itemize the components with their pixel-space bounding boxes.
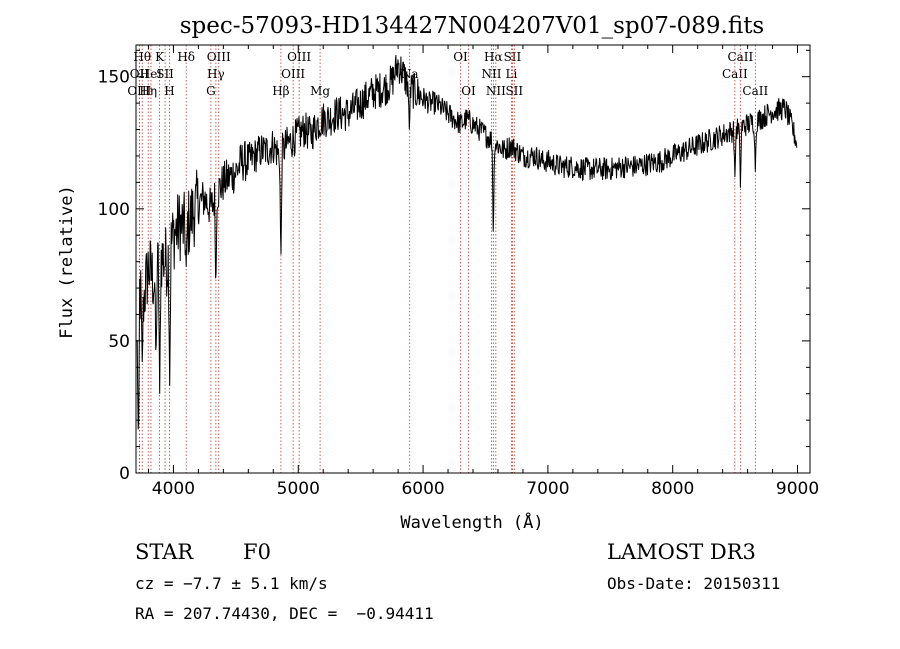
axes: 4000 5000 6000 7000 8000 9000 0 50 100 150 [98,45,819,499]
line-label-12: Hβ [272,84,289,98]
x-tick-label-0: 4000 [152,479,195,499]
line-label-8: Hδ [177,50,195,64]
obs-date-text: Obs-Date: 20150311 [607,574,781,593]
y-tick-label-1: 50 [108,332,130,352]
spectral-line-markers: HθOIIOIIIHηHeIKSIIHHδGHγOIIIHβOIIIOIIIMg… [127,45,768,473]
survey-name: LAMOST DR3 [607,540,756,564]
line-label-25: CaII [722,67,748,81]
line-label-19: NII [481,67,501,81]
line-label-18: OI [461,84,476,98]
x-tick-label-3: 7000 [526,479,569,499]
line-label-13: OIII [281,67,305,81]
x-axis-title: Wavelength (Å) [400,511,543,533]
x-tick-label-4: 8000 [651,479,694,499]
x-tick-label-5: 9000 [776,479,819,499]
line-label-20: Hα [484,50,503,64]
line-label-21: NII [486,84,506,98]
chart-title: spec-57093-HD134427N004207V01_sp07-089.f… [180,13,765,39]
x-tick-label-1: 5000 [277,479,320,499]
line-label-10: Hγ [207,67,225,81]
spectrum-line [136,54,798,430]
y-tick-label-0: 0 [119,464,130,484]
line-label-27: CaII [742,84,768,98]
line-label-26: CaII [727,50,753,64]
line-label-22: Li [506,67,518,81]
object-subclass: F0 [243,540,271,564]
y-axis-title: Flux (relative) [57,185,77,339]
line-label-2: OIII [127,84,151,98]
line-label-3: Hη [139,84,157,98]
y-tick-label-3: 150 [98,68,130,88]
line-label-14: OIII [287,50,311,64]
line-label-23: SII [504,50,522,64]
line-label-5: K [155,50,165,64]
redshift-text: cz = −7.7 ± 5.1 km/s [135,574,328,593]
y-tick-label-2: 100 [98,200,130,220]
line-label-7: H [164,84,174,98]
spectrum-series [136,54,798,430]
line-label-4: HeI [140,67,163,81]
line-label-24: SII [505,84,523,98]
line-label-9: G [206,84,216,98]
line-label-17: OI [453,50,468,64]
plot-frame [135,44,811,474]
line-label-11: OIII [207,50,231,64]
line-label-15: Mg [310,84,330,98]
coordinates-text: RA = 207.74430, DEC = −0.94411 [135,604,434,623]
line-label-6: SII [156,67,174,81]
line-label-0: Hθ [133,50,151,64]
x-tick-label-2: 6000 [401,479,444,499]
object-class: STAR [135,540,194,564]
